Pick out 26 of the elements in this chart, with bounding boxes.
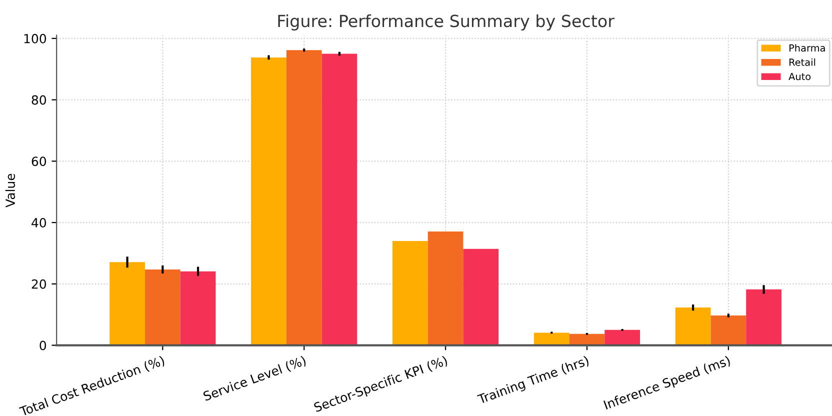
bar <box>392 240 428 346</box>
bar <box>604 330 640 346</box>
bar <box>428 231 464 346</box>
y-tick-label: 20 <box>32 279 46 289</box>
x-tick-label: Service Level (%) <box>202 355 307 402</box>
chart-title: Figure: Performance Summary by Sector <box>278 14 614 30</box>
bar <box>534 332 570 346</box>
y-tick-label: 60 <box>32 156 46 166</box>
y-tick-label: 40 <box>32 218 46 228</box>
legend-label: Auto <box>788 72 811 80</box>
y-tick-label: 100 <box>24 34 46 44</box>
bar <box>746 289 782 346</box>
bar <box>286 50 322 346</box>
bar <box>322 54 358 346</box>
bar <box>110 262 145 346</box>
bar <box>675 308 711 346</box>
legend-label: Retail <box>789 58 816 66</box>
bar <box>710 316 746 346</box>
bar <box>251 57 286 346</box>
y-axis-title: Value <box>5 174 16 208</box>
y-tick-label: 0 <box>40 340 46 350</box>
bar <box>144 269 180 346</box>
y-tick-label: 80 <box>32 95 46 105</box>
legend-label: Pharma <box>789 44 825 52</box>
bar <box>463 248 499 346</box>
bar <box>180 271 216 346</box>
